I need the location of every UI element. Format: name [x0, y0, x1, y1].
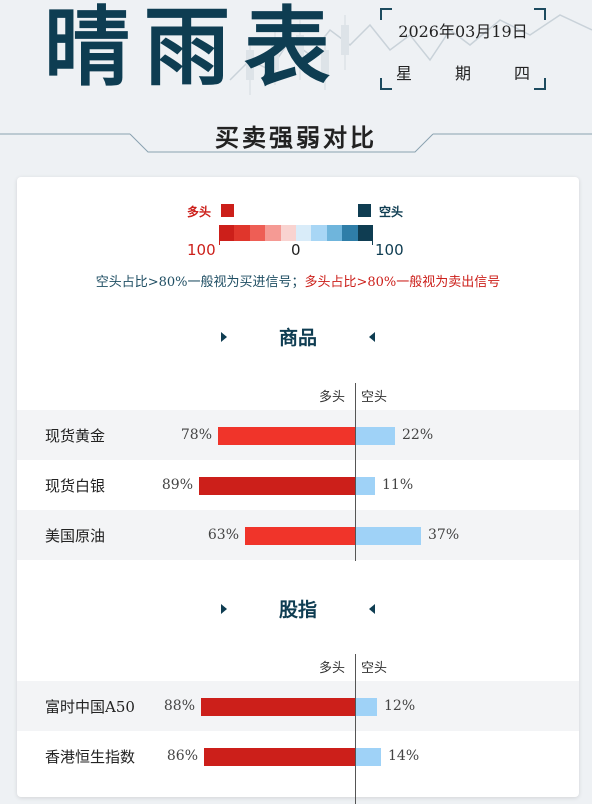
short-bar	[356, 427, 395, 445]
section-banner: 买卖强弱对比	[0, 112, 592, 158]
instrument-name: 美国原油	[45, 527, 106, 545]
short-value: 37%	[428, 527, 460, 543]
table-row: 美国原油 63% 37%	[17, 510, 579, 560]
right-divider	[369, 332, 509, 342]
scale-step	[249, 225, 266, 241]
hint-short: 空头占比>80%一般视为买进信号；	[95, 275, 305, 290]
short-bar	[356, 698, 377, 716]
long-value: 89%	[161, 477, 193, 493]
page-title: 晴雨表	[44, 0, 344, 98]
short-swatch	[358, 204, 371, 217]
scale-step	[234, 225, 250, 241]
long-value: 88%	[163, 698, 195, 714]
center-axis	[355, 383, 356, 561]
date-text: 2026年03月19日	[398, 22, 528, 41]
background-chart-decoration	[229, 14, 592, 95]
comparison-card: 多头 空头 100 0 100 空头占比>80%一般视为买进信号；多头占比>80…	[17, 177, 579, 804]
center-axis	[355, 654, 356, 804]
long-bar	[245, 527, 355, 545]
group-header-commodities: 商品	[17, 323, 579, 353]
scale-step	[326, 225, 343, 241]
scale-step	[219, 225, 235, 241]
color-scale	[219, 225, 374, 241]
instrument-name: 现货黄金	[45, 427, 106, 445]
signal-hint: 空头占比>80%一般视为买进信号；多头占比>80%一般视为卖出信号	[17, 271, 579, 290]
long-bar	[204, 748, 355, 766]
hint-long: 多头占比>80%一般视为卖出信号	[304, 275, 501, 290]
scale-step	[357, 225, 374, 241]
col-short-header: 空头	[361, 390, 388, 405]
group-title: 股指	[278, 599, 317, 621]
short-value: 22%	[402, 427, 434, 443]
left-divider	[87, 332, 227, 342]
short-value: 14%	[388, 748, 420, 764]
legend-short-label: 空头	[379, 205, 404, 219]
long-value: 63%	[207, 527, 239, 543]
group-title: 商品	[278, 327, 317, 349]
scale-step	[296, 225, 312, 241]
long-bar	[218, 427, 355, 445]
table-row: 富时中国A50 88% 12%	[17, 681, 579, 731]
scale-step	[280, 225, 297, 241]
long-bar	[199, 477, 355, 495]
table-row: 香港恒生指数 86% 14%	[17, 731, 579, 781]
scale-right-value: 100	[375, 241, 404, 259]
scale-mid-value: 0	[291, 241, 301, 259]
scale-step	[311, 225, 327, 241]
instrument-name: 现货白银	[45, 477, 106, 495]
instrument-name: 富时中国A50	[45, 698, 135, 716]
table-row: 现货白银 89% 11%	[17, 460, 579, 510]
col-long-header: 多头	[319, 661, 346, 676]
col-short-header: 空头	[361, 661, 388, 676]
scale-step	[265, 225, 281, 241]
scale-left-value: 100	[187, 241, 216, 259]
col-long-header: 多头	[319, 390, 346, 405]
group-header-indices: 股指	[17, 595, 579, 625]
header: 晴雨表 2026年03月19日 星期四	[0, 0, 592, 110]
short-value: 12%	[384, 698, 416, 714]
long-value: 86%	[166, 748, 198, 764]
short-bar	[356, 527, 421, 545]
long-swatch	[221, 204, 234, 217]
date-box: 2026年03月19日 星期四	[380, 8, 546, 90]
scale-step	[342, 225, 358, 241]
section-title: 买卖强弱对比	[215, 123, 377, 152]
left-divider	[87, 604, 227, 614]
short-bar	[356, 748, 381, 766]
instrument-name: 香港恒生指数	[45, 748, 136, 766]
legend-long-label: 多头	[187, 205, 212, 219]
right-divider	[369, 604, 509, 614]
long-value: 78%	[180, 427, 212, 443]
weekday-text: 星期四	[395, 64, 530, 83]
short-bar	[356, 477, 375, 495]
long-bar	[201, 698, 355, 716]
short-value: 11%	[382, 477, 414, 493]
table-row: 现货黄金 78% 22%	[17, 410, 579, 460]
